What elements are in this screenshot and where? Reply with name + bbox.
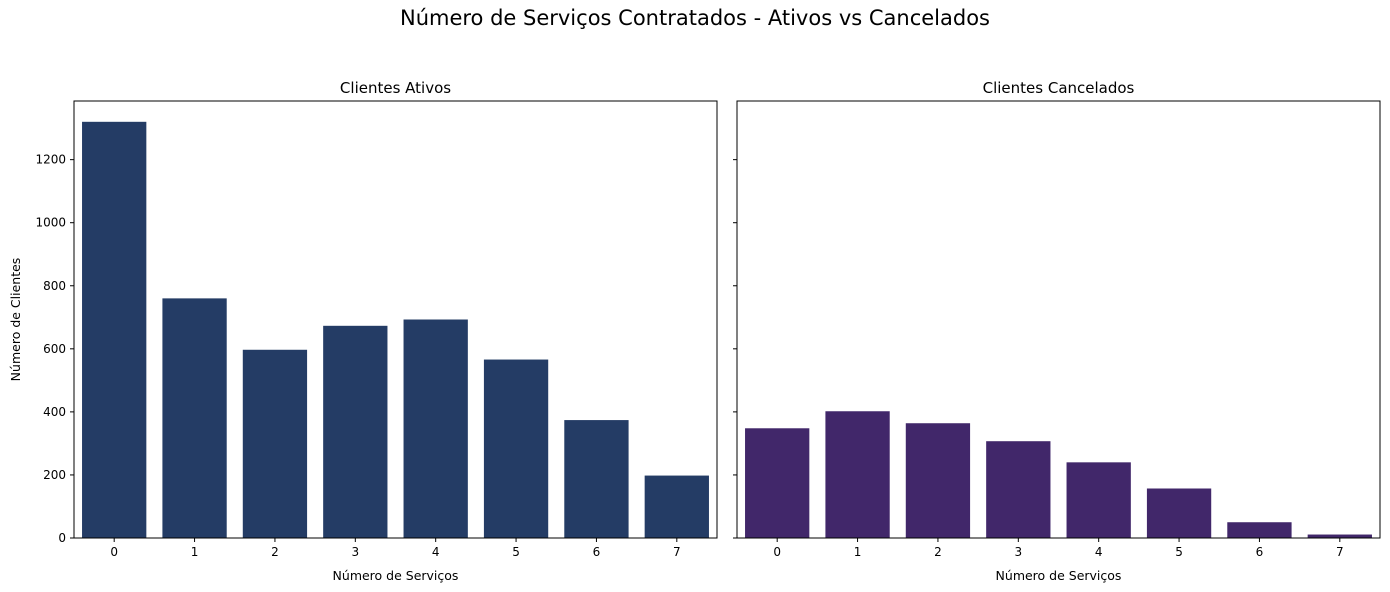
bar-5: [483, 359, 549, 538]
bar-0: [82, 121, 147, 539]
axes-frame: [736, 100, 1381, 539]
x-tick-label: 1: [191, 545, 199, 559]
bar-2: [905, 423, 971, 538]
x-tick-label: 6: [593, 545, 601, 559]
bar-4: [1066, 462, 1131, 538]
x-tick-label: 1: [854, 545, 862, 559]
y-tick-label: 800: [43, 279, 66, 293]
x-tick-label: 5: [512, 545, 520, 559]
axes-frame: [73, 100, 718, 539]
figure-title: Número de Serviços Contratados - Ativos …: [399, 6, 990, 30]
bar-3: [323, 325, 388, 538]
bar-1: [825, 411, 890, 538]
x-axis-label: Número de Serviços: [333, 568, 459, 583]
x-tick-label: 7: [1336, 545, 1344, 559]
y-tick-label: 400: [43, 405, 66, 419]
x-tick-label: 3: [1014, 545, 1022, 559]
x-tick-label: 2: [271, 545, 279, 559]
y-tick-label: 0: [58, 531, 66, 545]
x-tick-label: 0: [110, 545, 118, 559]
y-tick-label: 1000: [35, 216, 66, 230]
bar-0: [745, 428, 810, 538]
y-tick-label: 600: [43, 342, 66, 356]
x-tick-label: 3: [351, 545, 359, 559]
subplot-title: Clientes Cancelados: [983, 79, 1135, 97]
x-tick-label: 2: [934, 545, 942, 559]
subplot-2: 0 1 2 3 4 5 6 7 Clientes Cancelados Número de Ser…: [733, 79, 1381, 583]
bar-4: [403, 319, 468, 538]
y-tick-label: 1200: [35, 153, 66, 167]
y-axis-label: Número de Clientes: [8, 258, 23, 382]
bar-7: [1307, 534, 1372, 538]
subplot-1: 0 1 2 3 4 5 6 7 0 200 400 600 800 1000 1200 Clientes At…: [8, 79, 718, 583]
bar-7: [644, 475, 709, 538]
subplot-title: Clientes Ativos: [340, 79, 451, 97]
bar-1: [162, 298, 227, 538]
bar-3: [986, 441, 1051, 538]
x-tick-label: 6: [1256, 545, 1264, 559]
bar-2: [242, 349, 308, 538]
x-tick-label: 4: [432, 545, 440, 559]
x-axis-label: Número de Serviços: [996, 568, 1122, 583]
y-tick-label: 200: [43, 468, 66, 482]
bar-6: [1227, 522, 1292, 538]
x-tick-label: 4: [1095, 545, 1103, 559]
x-tick-label: 7: [673, 545, 681, 559]
bar-5: [1146, 488, 1212, 538]
x-tick-label: 5: [1175, 545, 1183, 559]
bar-6: [564, 420, 629, 538]
x-tick-label: 0: [773, 545, 781, 559]
